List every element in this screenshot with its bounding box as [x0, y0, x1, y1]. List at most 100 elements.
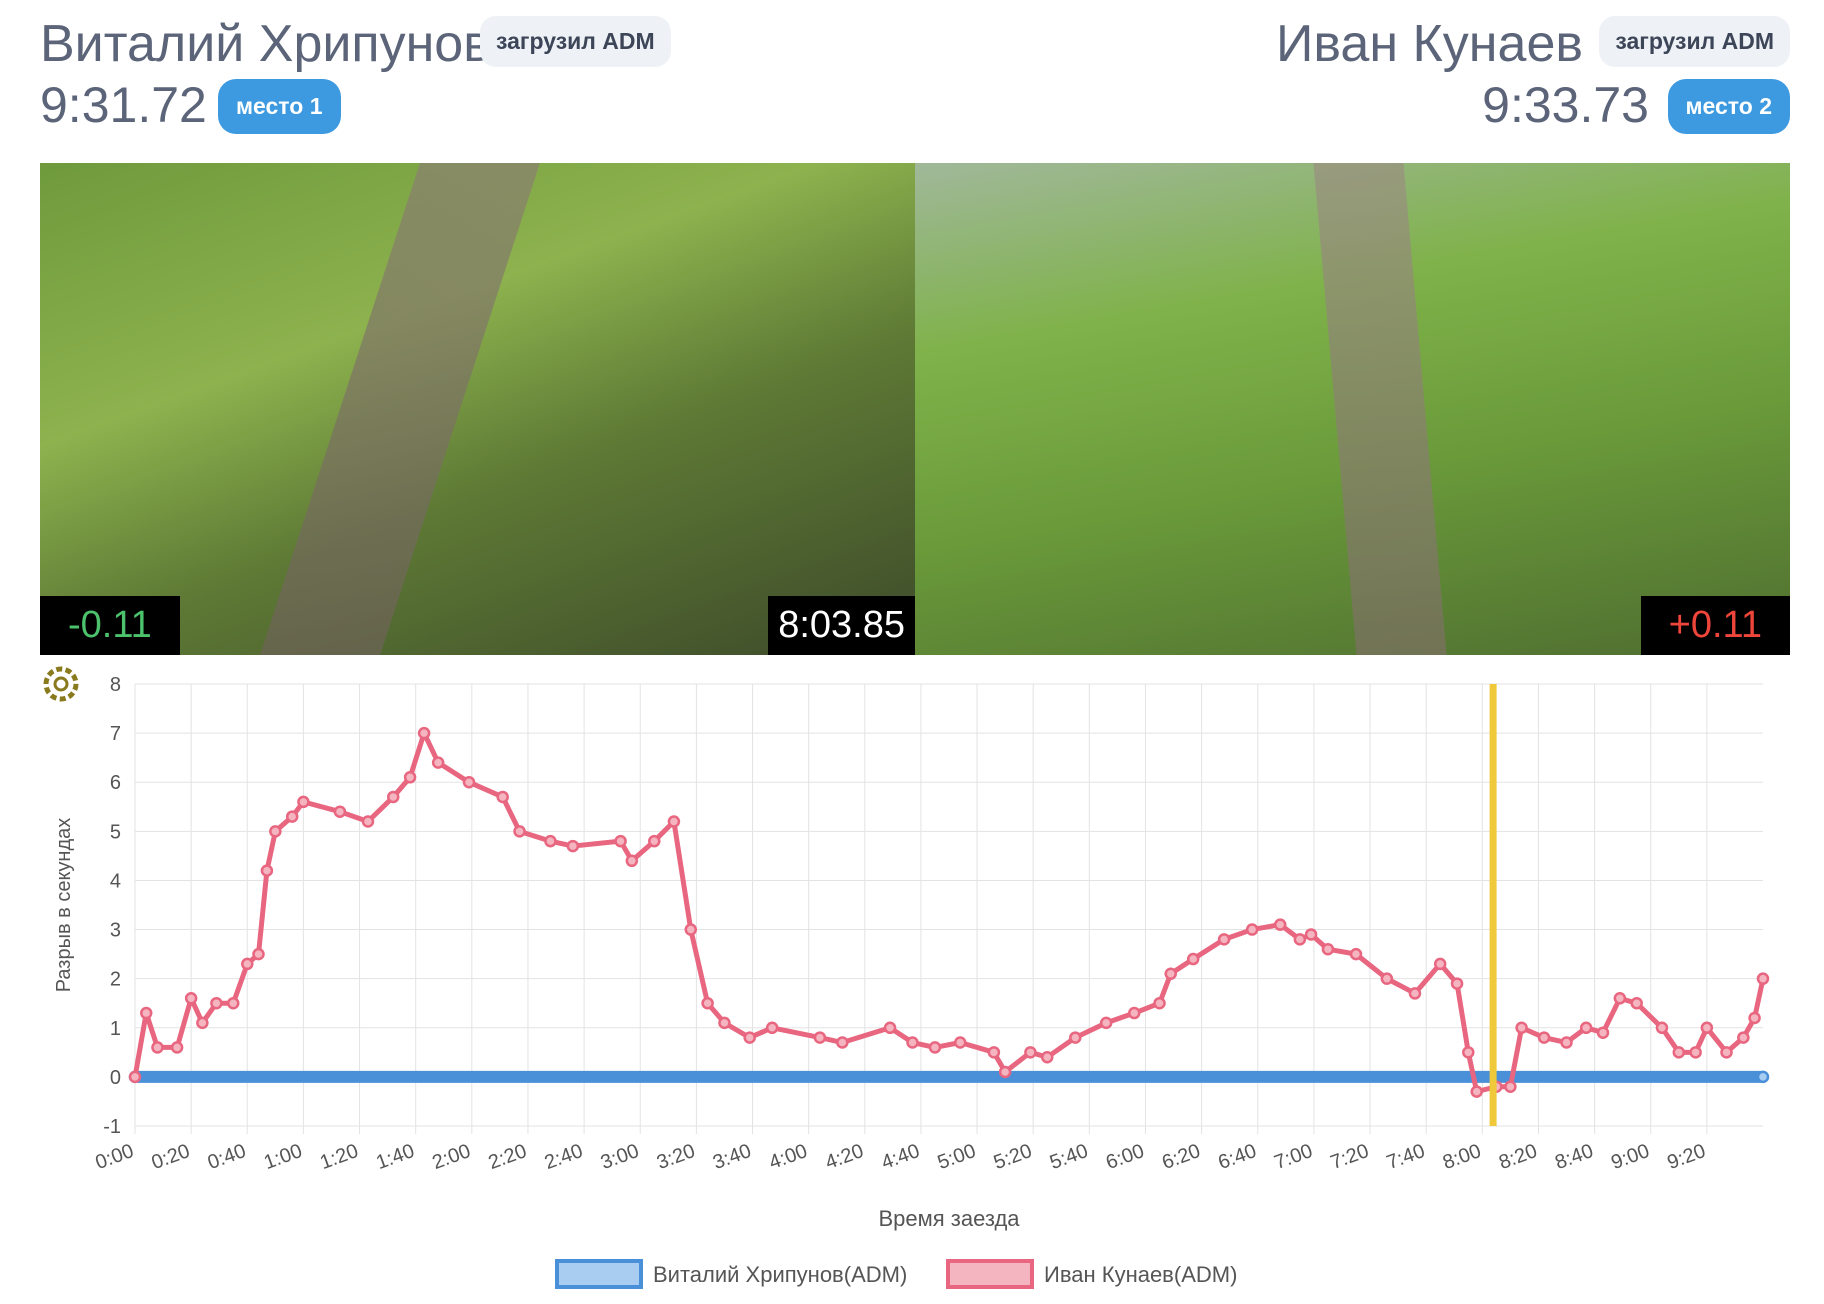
data-point [333, 805, 347, 818]
data-point [1099, 1016, 1113, 1030]
data-point [1748, 1011, 1761, 1025]
y-tick-label: 1 [110, 1018, 121, 1040]
x-tick-label: 8:00 [1440, 1140, 1484, 1174]
y-tick-label: -1 [103, 1116, 121, 1138]
data-point [431, 756, 445, 769]
data-point [1273, 918, 1287, 931]
data-point [544, 834, 557, 848]
series-line [132, 730, 1766, 1095]
data-point [151, 1041, 164, 1054]
x-tick-label: 6:40 [1215, 1140, 1259, 1174]
x-tick-label: 2:20 [486, 1140, 530, 1174]
data-point [1245, 923, 1259, 936]
uploader-badge: загрузил ADM [480, 16, 671, 67]
data-point [1153, 996, 1166, 1010]
delta-overlay: +0.11 [1640, 596, 1790, 655]
data-point [170, 1041, 184, 1054]
x-tick-label: 3:20 [654, 1140, 698, 1174]
x-tick-label: 5:20 [991, 1140, 1035, 1174]
data-point [1433, 957, 1447, 971]
data-point [1450, 977, 1464, 990]
y-tick-label: 8 [110, 674, 121, 696]
x-tick-label: 4:40 [879, 1140, 923, 1174]
data-point [1596, 1026, 1610, 1039]
place-badge: место 1 [218, 79, 341, 134]
x-tick-label: 1:40 [373, 1140, 417, 1174]
data-point [836, 1036, 849, 1049]
x-tick-label: 3:40 [710, 1140, 754, 1174]
data-point [226, 996, 240, 1010]
data-point [1040, 1050, 1054, 1064]
x-title: Время заезда [878, 1206, 1020, 1231]
data-point [285, 810, 299, 823]
data-point [1756, 1070, 1770, 1084]
data-point [1655, 1021, 1669, 1035]
data-point [210, 996, 223, 1010]
legend-swatch [946, 1259, 1034, 1289]
data-point [1462, 1046, 1475, 1059]
x-tick-label: 2:00 [429, 1140, 473, 1174]
x-tick-label: 1:20 [317, 1140, 361, 1174]
y-tick-label: 5 [110, 821, 121, 843]
y-tick-label: 3 [110, 920, 121, 942]
data-point [260, 864, 274, 877]
legend-label: Иван Кунаев(ADM) [1044, 1262, 1237, 1287]
data-point [1164, 967, 1177, 981]
data-point [906, 1036, 919, 1049]
data-point [614, 834, 627, 848]
data-point [269, 825, 282, 838]
data-point [1186, 952, 1200, 966]
settings-icon[interactable] [43, 666, 79, 702]
time-overlay: 8:03.85 [768, 596, 915, 655]
gear-hole [53, 676, 69, 692]
trail [260, 163, 540, 655]
x-tick-label: 1:00 [261, 1140, 305, 1174]
rider-time: 9:31.72 [40, 77, 207, 133]
video-left[interactable]: -0.11 8:03.85 [40, 163, 915, 655]
data-point [1217, 933, 1231, 946]
data-point [241, 957, 254, 971]
data-point [765, 1021, 779, 1035]
y-tick-label: 4 [110, 870, 121, 892]
data-point [701, 996, 714, 1010]
data-point [297, 795, 310, 809]
data-point [743, 1031, 756, 1044]
data-point [998, 1065, 1012, 1079]
data-point [196, 1016, 209, 1030]
x-tick-label: 5:00 [935, 1140, 979, 1174]
data-point [1470, 1085, 1483, 1098]
data-point [883, 1021, 897, 1035]
data-point [684, 923, 698, 936]
data-point [648, 834, 661, 848]
data-point [625, 854, 639, 868]
data-point [1700, 1021, 1714, 1035]
data-point [496, 790, 509, 804]
data-point [1756, 972, 1770, 985]
legend-item[interactable]: Иван Кунаев(ADM) [946, 1259, 1237, 1289]
data-point [1672, 1046, 1686, 1059]
x-tick-label: 0:20 [149, 1140, 193, 1174]
data-point [953, 1036, 967, 1049]
data-point [252, 947, 265, 961]
x-tick-label: 3:00 [598, 1140, 642, 1174]
data-point [1613, 992, 1627, 1005]
x-tick-label: 7:20 [1328, 1140, 1372, 1174]
legend-item[interactable]: Виталий Хрипунов(ADM) [555, 1259, 907, 1289]
x-tick-label: 2:40 [542, 1140, 586, 1174]
x-tick-label: 9:00 [1608, 1140, 1652, 1174]
delta-overlay: -0.11 [40, 596, 180, 655]
legend-label: Виталий Хрипунов(ADM) [653, 1262, 907, 1287]
y-tick-label: 7 [110, 723, 121, 745]
data-point [1128, 1006, 1141, 1020]
x-tick-label: 4:00 [766, 1140, 810, 1174]
data-point [513, 825, 526, 838]
data-point [566, 839, 580, 853]
data-point [1304, 928, 1318, 941]
x-tick-label: 4:20 [822, 1140, 866, 1174]
video-right[interactable]: +0.11 [915, 163, 1790, 655]
rider-name: Иван Кунаев [1276, 15, 1583, 73]
y-tick-label: 6 [110, 772, 121, 794]
data-point [1504, 1080, 1517, 1093]
x-tick-label: 0:00 [93, 1140, 137, 1174]
data-point [139, 1006, 153, 1020]
